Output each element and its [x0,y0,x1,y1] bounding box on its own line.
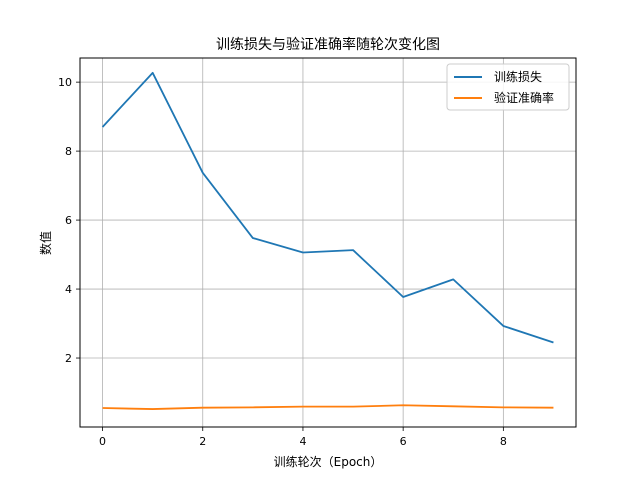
legend-label-training-loss: 训练损失 [494,69,542,84]
axis-ticks: 0 2 4 6 8 2 4 6 8 10 [58,76,507,448]
x-tick-label: 6 [400,435,407,448]
series-line-val-accuracy [102,404,554,410]
x-tick-label: 0 [99,435,106,448]
plot-frame [79,57,577,428]
y-axis-label: 数值 [38,231,53,255]
x-tick-label: 2 [199,435,206,448]
y-tick-label: 10 [58,76,72,89]
legend-label-val-accuracy: 验证准确率 [494,90,554,105]
y-tick-label: 4 [65,283,72,296]
x-axis-label: 训练轮次（Epoch） [274,454,383,469]
series-lines [101,71,554,410]
y-tick-label: 2 [65,352,72,365]
series-line-training-loss [101,71,554,344]
x-tick-label: 8 [500,435,507,448]
x-tick-label: 4 [299,435,306,448]
y-tick-label: 6 [65,214,72,227]
y-tick-label: 8 [65,145,72,158]
chart-title: 训练损失与验证准确率随轮次变化图 [216,36,440,53]
legend: 训练损失 验证准确率 [446,63,570,111]
